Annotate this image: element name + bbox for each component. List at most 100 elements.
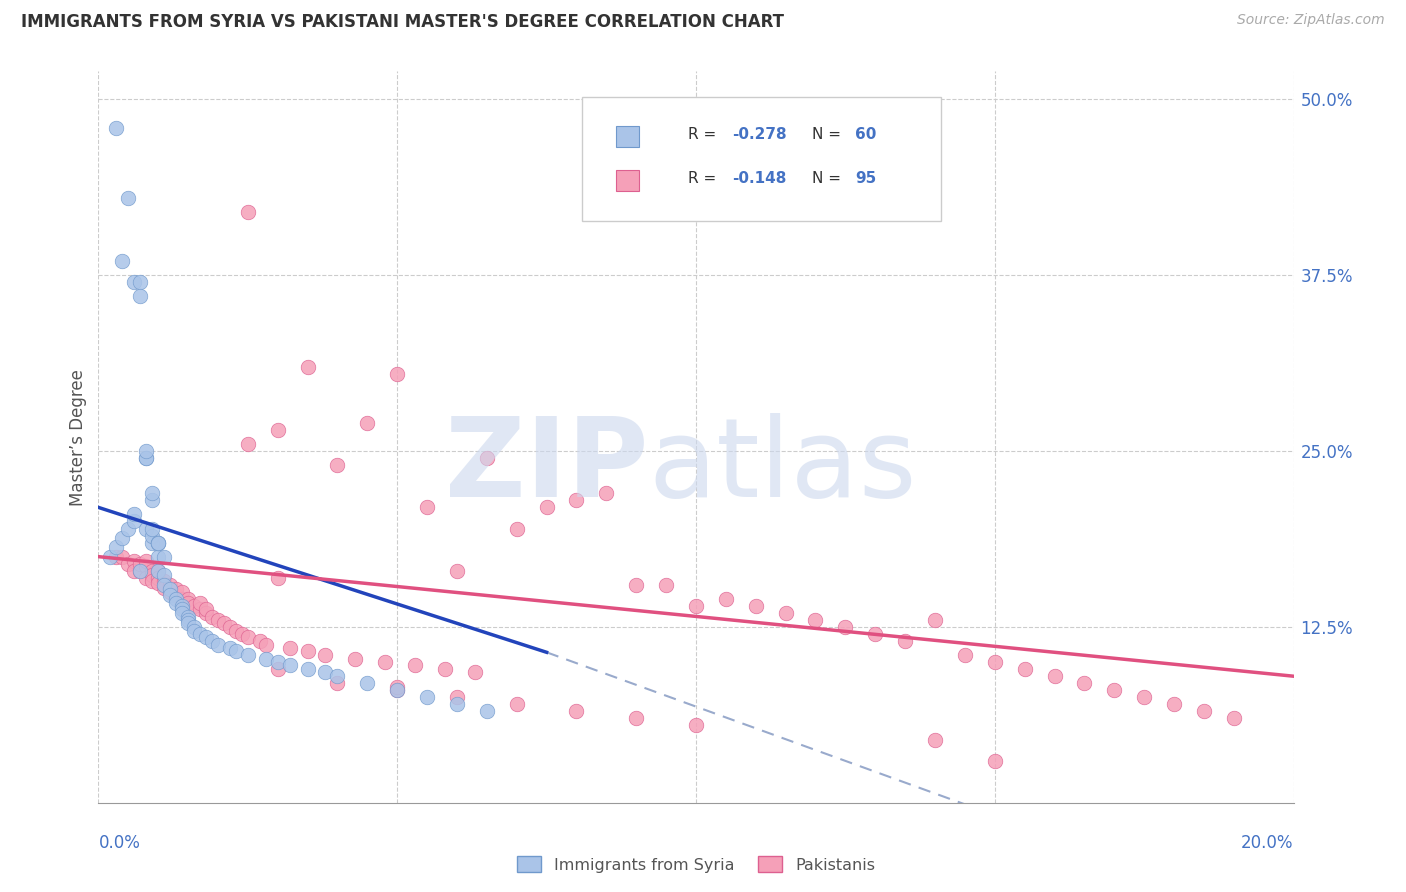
Point (834, 620, 856, 634)
Point (1163, 698, 1185, 712)
Point (655, 578, 678, 592)
Point (446, 564, 468, 578)
Point (326, 669, 349, 683)
Point (267, 655, 290, 669)
Text: IMMIGRANTS FROM SYRIA VS PAKISTANI MASTER'S DEGREE CORRELATION CHART: IMMIGRANTS FROM SYRIA VS PAKISTANI MASTE… (21, 13, 785, 31)
Point (153, 574, 176, 588)
Point (385, 367, 409, 381)
Point (267, 571, 290, 585)
Point (195, 630, 218, 644)
Point (685, 599, 707, 613)
Point (219, 620, 242, 634)
Point (141, 535, 163, 549)
Point (201, 634, 224, 648)
Point (446, 690, 468, 705)
Point (595, 486, 617, 500)
Text: ZIP: ZIP (444, 413, 648, 520)
Point (124, 515, 146, 529)
Point (385, 683, 409, 698)
Point (135, 559, 157, 574)
Point (111, 549, 134, 564)
Point (159, 582, 181, 596)
Point (404, 657, 426, 672)
Point (135, 451, 157, 466)
Point (172, 591, 194, 606)
Point (129, 557, 152, 571)
Point (172, 601, 194, 615)
Point (201, 610, 224, 624)
Point (129, 276, 152, 290)
Point (177, 591, 200, 606)
Point (177, 596, 200, 610)
Point (141, 568, 163, 582)
Point (188, 596, 211, 610)
Point (219, 641, 242, 656)
Point (225, 644, 247, 658)
Point (984, 655, 1007, 669)
Point (1073, 676, 1095, 690)
Point (236, 205, 259, 219)
Point (775, 606, 797, 620)
Point (135, 521, 157, 535)
FancyBboxPatch shape (616, 170, 640, 191)
Point (315, 648, 337, 662)
Text: -0.278: -0.278 (733, 128, 786, 143)
Point (165, 596, 187, 610)
Point (124, 554, 146, 568)
Point (356, 416, 378, 430)
Point (344, 652, 367, 666)
Point (141, 521, 163, 535)
Point (207, 613, 229, 627)
Point (183, 624, 205, 639)
Point (1014, 662, 1036, 676)
Point (416, 690, 439, 705)
Point (141, 493, 163, 508)
Point (207, 638, 229, 652)
Point (153, 581, 176, 595)
Point (1223, 711, 1246, 725)
Point (416, 500, 439, 515)
Point (172, 584, 194, 599)
Point (124, 276, 146, 290)
Point (141, 486, 163, 500)
Point (141, 564, 163, 578)
Point (195, 601, 218, 615)
Point (148, 535, 170, 549)
Point (254, 652, 277, 666)
Point (105, 540, 128, 554)
Point (374, 655, 396, 669)
Point (212, 615, 235, 630)
Point (117, 557, 139, 571)
Point (267, 662, 290, 676)
Point (249, 634, 271, 648)
Point (1043, 669, 1066, 683)
Legend: Immigrants from Syria, Pakistanis: Immigrants from Syria, Pakistanis (510, 849, 882, 879)
Point (278, 657, 301, 672)
Point (195, 606, 218, 620)
Text: 60: 60 (855, 128, 876, 143)
Point (356, 676, 378, 690)
Point (148, 564, 170, 578)
Point (153, 578, 176, 592)
Point (159, 578, 181, 592)
Y-axis label: Master’s Degree: Master’s Degree (69, 368, 87, 506)
Point (153, 568, 176, 582)
Text: 0.0%: 0.0% (98, 834, 141, 852)
Point (924, 613, 946, 627)
Point (153, 549, 176, 564)
FancyBboxPatch shape (616, 127, 640, 146)
Text: atlas: atlas (648, 413, 917, 520)
Point (267, 423, 290, 437)
Point (804, 613, 827, 627)
Point (385, 683, 409, 698)
Point (105, 549, 128, 564)
Point (565, 493, 588, 508)
Point (100, 549, 122, 564)
Point (236, 437, 259, 451)
Point (159, 588, 181, 602)
Point (165, 588, 187, 602)
Point (1133, 690, 1156, 705)
Text: N =: N = (811, 171, 846, 186)
Point (188, 601, 211, 615)
Point (129, 564, 152, 578)
